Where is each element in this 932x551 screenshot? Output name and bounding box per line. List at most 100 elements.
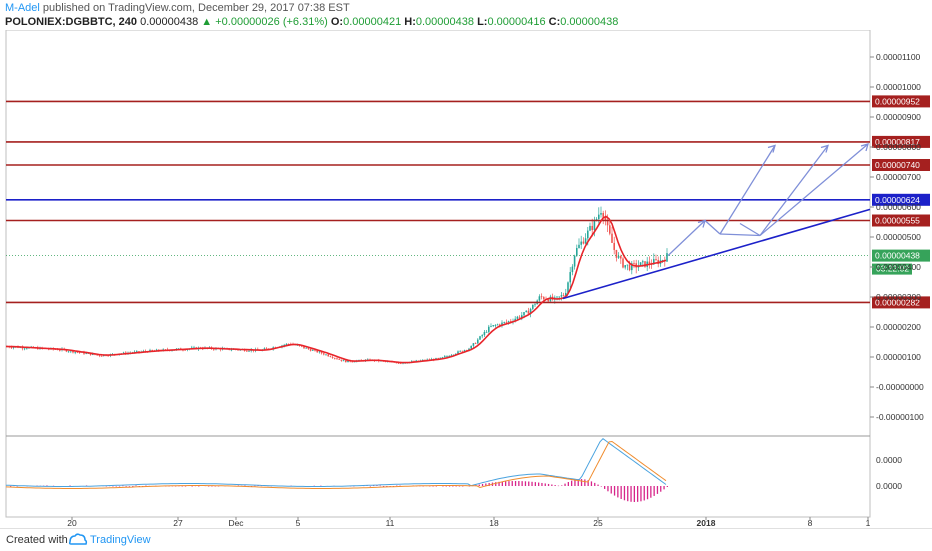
x-tick-label: 25: [593, 518, 603, 528]
candle-body: [576, 248, 578, 256]
candle-body: [437, 358, 439, 359]
macd-histogram-bar: [214, 486, 216, 487]
macd-histogram-bar: [617, 486, 619, 498]
x-tick-label: 2018: [697, 518, 716, 528]
macd-histogram-bar: [485, 483, 487, 486]
candle-body: [23, 348, 26, 350]
candle-body: [265, 348, 268, 350]
candle-body: [587, 230, 589, 239]
close-label: C:: [548, 16, 561, 28]
macd-histogram-bar: [505, 481, 507, 486]
level-label: 0.00000817: [875, 137, 920, 147]
macd-histogram-bar: [538, 482, 540, 486]
price-axis[interactable]: 0.00001100 0.00001000 0.00000900 0.00000800…: [870, 52, 924, 422]
projection-arrows[interactable]: [667, 143, 869, 257]
candle-body: [547, 299, 549, 302]
symbol-name[interactable]: POLONIEX:DGBBTC, 240: [5, 16, 138, 28]
macd-histogram-bar: [138, 486, 140, 487]
candle-body: [595, 218, 598, 220]
candle-body: [318, 351, 321, 353]
macd-histogram-bar: [376, 485, 378, 487]
macd-histogram-bar: [115, 486, 117, 487]
arrow-segment[interactable]: [759, 145, 829, 236]
macd-histogram-bar: [217, 486, 220, 487]
macd-histogram-bar: [211, 486, 213, 487]
macd-histogram-bar: [399, 485, 401, 487]
candle-body: [507, 321, 510, 323]
candle-body: [567, 282, 569, 293]
arrow-segment[interactable]: [667, 220, 706, 257]
candle-body: [312, 349, 314, 351]
price-change: +0.00000026 (+6.31%): [215, 16, 328, 28]
candle-body: [639, 262, 642, 266]
macd-histogram-bar: [637, 486, 639, 502]
candle-body: [589, 225, 591, 231]
macd-histogram-bar: [514, 481, 517, 486]
candle-body: [516, 316, 519, 319]
candle-body: [193, 347, 195, 349]
x-tick-label: 1: [866, 518, 871, 528]
y-tick-label: 0.00000500: [876, 232, 921, 242]
tradingview-brand[interactable]: TradingView: [90, 534, 151, 546]
candle-body: [560, 295, 563, 297]
x-tick-label: Dec: [228, 518, 244, 528]
y-tick-label: 0.00000100: [876, 352, 921, 362]
candle-body: [584, 238, 587, 244]
macd-histogram-bar: [633, 486, 635, 502]
candle-body: [122, 352, 125, 354]
candle-body: [76, 351, 79, 353]
candle-body: [543, 297, 545, 300]
arrow-segment[interactable]: [719, 145, 776, 235]
candle-body: [494, 325, 497, 326]
chart-header: M-Adel published on TradingView.com, Dec…: [0, 0, 932, 30]
candle-body: [569, 272, 571, 283]
author-link[interactable]: M-Adel: [5, 2, 40, 14]
candle-body: [12, 347, 15, 348]
arrow-segment[interactable]: [719, 233, 761, 237]
candle-body: [59, 349, 61, 351]
symbol-line: POLONIEX:DGBBTC, 240 0.00000438 ▲ +0.000…: [5, 16, 618, 28]
candle-body: [336, 358, 338, 360]
macd-histogram-bar: [528, 481, 530, 486]
candle-body: [74, 351, 76, 353]
macd-histogram-bar: [455, 485, 457, 487]
candle-body: [213, 348, 215, 350]
candle-body: [446, 356, 448, 357]
candle-body: [400, 363, 402, 365]
candle-body: [184, 349, 186, 351]
candle-body: [479, 336, 481, 340]
candle-body: [615, 249, 618, 258]
macd-histogram-bar: [594, 482, 596, 486]
arrow-segment[interactable]: [759, 143, 869, 236]
arrow-segment[interactable]: [704, 220, 721, 235]
price-chart[interactable]: 0.00000952 0.00000817 0.00000740 0.00000624…: [0, 30, 932, 528]
macd-histogram-bar: [584, 479, 586, 486]
open-value: 0.00000421: [343, 16, 402, 28]
horizontal-levels[interactable]: 0.00000952 0.00000817 0.00000740 0.00000624…: [6, 95, 930, 309]
macd-histogram-bar: [135, 485, 137, 487]
candle-body: [296, 345, 299, 346]
candle-body: [521, 315, 523, 318]
candle-body: [578, 244, 580, 249]
candle-body: [540, 296, 543, 298]
candle-body: [556, 296, 558, 298]
macd-histogram-bar: [643, 486, 645, 501]
arrow-segment[interactable]: [739, 222, 761, 237]
ascending-trend-line[interactable]: [562, 208, 871, 300]
candle-body: [67, 351, 70, 353]
macd-line: [5, 438, 667, 487]
moving-average: [6, 215, 667, 364]
candle-body: [481, 335, 483, 337]
macd-histogram-bar: [105, 486, 107, 487]
macd-histogram-bar: [518, 481, 520, 486]
macd-histogram-bar: [313, 485, 315, 487]
trend-line[interactable]: [562, 208, 871, 300]
macd-histogram-bar: [660, 486, 662, 492]
candle-body: [470, 345, 472, 349]
candle-body: [624, 265, 626, 268]
candle-body: [444, 356, 446, 358]
candle-body: [510, 321, 512, 322]
ma-curve: [6, 215, 667, 364]
macd-histogram-bar: [610, 486, 612, 494]
time-axis[interactable]: 20 27 Dec 5 11 18 25 2018 8 1: [67, 517, 871, 528]
